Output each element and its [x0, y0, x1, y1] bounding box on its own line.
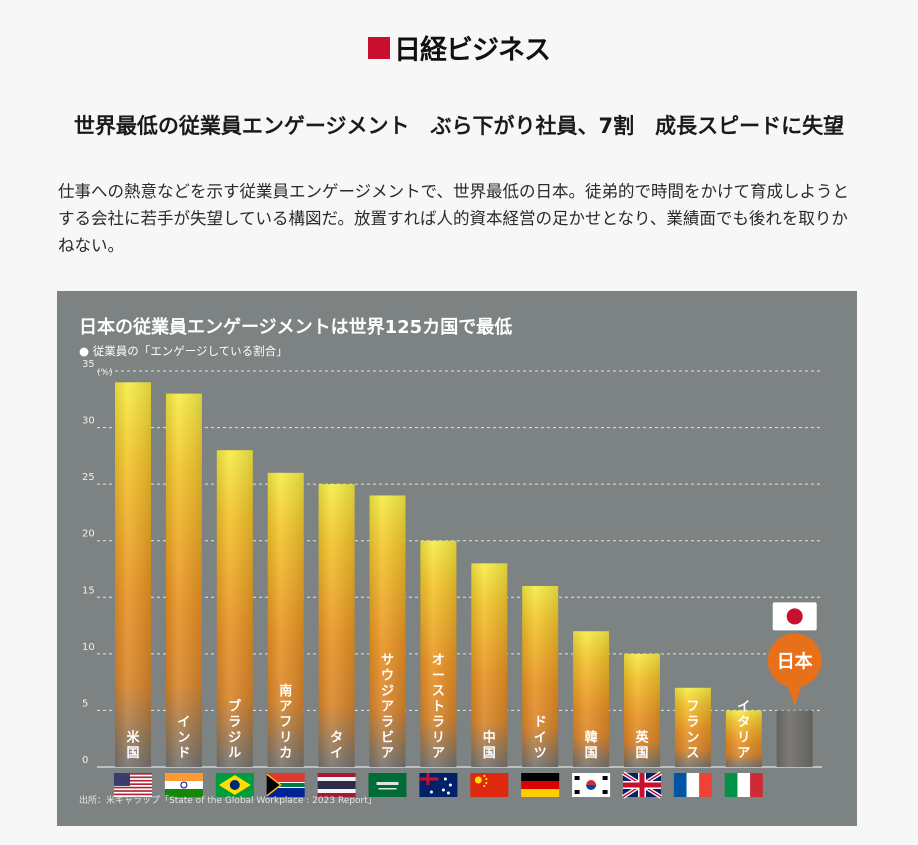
bar-1: 米国: [115, 382, 151, 767]
bar-shade: [369, 495, 406, 767]
chart-subtitle: ● 従業員の「エンゲージしている割合」: [79, 344, 288, 358]
bar-3: ブラジル: [216, 450, 253, 767]
china-flag: [470, 773, 509, 797]
bar-shade: [725, 710, 762, 767]
japan-flag-disc: [786, 608, 803, 625]
bar-label: イタリア: [737, 700, 750, 762]
bar-10: 韓国: [573, 631, 610, 767]
bar-shade: [624, 653, 660, 767]
bar-label: インド: [177, 715, 190, 761]
bar-2: インド: [165, 393, 202, 767]
us-flag: [114, 773, 152, 797]
saudi-arabia-flag: [368, 773, 407, 797]
bar-shade: [115, 382, 151, 767]
y-tick-label: 25: [82, 472, 95, 483]
bar-shade: [267, 472, 304, 767]
bar-shade: [165, 393, 202, 767]
y-tick-label: 20: [82, 529, 95, 540]
bar-13: イタリア: [725, 700, 762, 767]
bar-shade: [776, 710, 813, 767]
engagement-chart: 日本の従業員エンゲージメントは世界125カ国で最低 ● 従業員の「エンゲージして…: [57, 291, 857, 826]
bar-label: ブラジル: [228, 699, 241, 762]
bar-12: フランス: [674, 687, 711, 767]
chart-svg: 日本の従業員エンゲージメントは世界125カ国で最低 ● 従業員の「エンゲージして…: [79, 316, 822, 806]
bar-5: タイ: [318, 484, 355, 767]
bar-label: タイ: [330, 731, 343, 762]
bar-shade: [522, 585, 559, 767]
australia-flag: [419, 773, 458, 797]
south-africa-flag: [266, 773, 305, 797]
y-tick-label: 35: [82, 359, 95, 370]
callout-bubble: [767, 633, 822, 688]
article-headline: 世界最低の従業員エンゲージメント ぶら下がり社員、7割 成長スピードに失望: [73, 114, 845, 138]
korea-flag: [572, 773, 611, 797]
uk-flag: [621, 771, 663, 799]
chart-source: 出所：米ギャラップ「State of the Global Workplace …: [79, 794, 377, 806]
nikkei-square-icon: [368, 36, 390, 59]
bar-label: 英国: [634, 730, 649, 762]
bar-shade: [471, 563, 508, 767]
italy-flag: [724, 773, 763, 797]
bar-4: 南アフリカ: [267, 472, 304, 767]
chart-title: 日本の従業員エンゲージメントは世界125カ国で最低: [79, 316, 512, 338]
bar-label: 南アフリカ: [279, 683, 292, 761]
bar-8: 中国: [471, 563, 508, 767]
india-flag: [164, 773, 203, 797]
y-tick-label: 30: [82, 416, 95, 427]
bar-label: オーストラリア: [432, 653, 445, 761]
y-tick-label: 10: [82, 642, 95, 653]
bar-label: フランス: [686, 700, 699, 762]
bar-label: 中国: [483, 730, 496, 762]
bar-9: ドイツ: [522, 585, 559, 767]
bar-label: 米国: [126, 730, 140, 762]
bar-11: 英国: [624, 653, 660, 767]
bar-shade: [420, 540, 457, 767]
bar-7: オーストラリア: [420, 540, 457, 767]
highlight-label: 日本: [777, 650, 813, 672]
bar-label: 韓国: [585, 730, 598, 762]
bar-shade: [318, 484, 355, 767]
france-flag: [673, 773, 712, 797]
brand-name: 日経ビジネス: [394, 35, 551, 66]
y-tick-label: 0: [82, 755, 88, 766]
y-axis-unit: (%): [97, 368, 113, 378]
bar-label: ドイツ: [534, 715, 547, 761]
brand-logo[interactable]: 日経ビジネス: [0, 28, 918, 67]
bar-shade: [674, 687, 711, 767]
bar-label: サウジアラビア: [381, 653, 394, 761]
brazil-flag: [215, 773, 254, 797]
article-lead: 仕事への熱意などを示す従業員エンゲージメントで、世界最低の日本。徒弟的で時間をか…: [58, 182, 850, 255]
germany-flag: [521, 773, 560, 797]
bar-shade: [573, 631, 610, 767]
y-tick-label: 5: [82, 698, 88, 709]
y-tick-label: 15: [82, 585, 95, 596]
callout-pointer: [786, 682, 803, 707]
thailand-flag: [317, 773, 356, 797]
bar-14: 日本: [767, 602, 822, 767]
bar-6: サウジアラビア: [369, 495, 406, 767]
bar-shade: [216, 450, 253, 767]
